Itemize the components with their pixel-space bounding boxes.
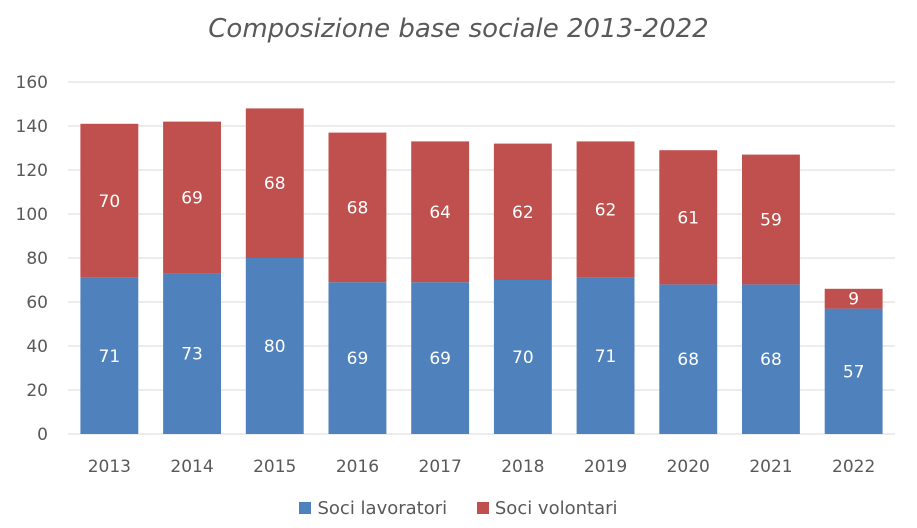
data-label-soci-lavoratori-2022: 57 (843, 362, 865, 382)
chart-title: Composizione base sociale 2013-2022 (208, 14, 709, 44)
x-tick-label-2014: 2014 (170, 457, 213, 477)
data-label-soci-volontari-2022: 9 (848, 290, 859, 310)
bar-soci-lavoratori-2019 (576, 277, 635, 434)
bar-soci-lavoratori-2013 (80, 277, 139, 434)
data-label-soci-lavoratori-2019: 71 (595, 347, 617, 367)
bar-soci-volontari-2016 (328, 132, 387, 283)
x-tick-label-2015: 2015 (253, 457, 296, 477)
bar-soci-volontari-2018 (493, 143, 552, 280)
y-tick-label-60: 60 (26, 293, 48, 313)
bar-soci-lavoratori-2020 (659, 284, 718, 434)
y-tick-label-0: 0 (37, 425, 48, 445)
bar-soci-lavoratori-2017 (411, 282, 470, 434)
data-label-soci-lavoratori-2020: 68 (677, 350, 699, 370)
legend-swatch-soci-lavoratori (299, 502, 312, 514)
data-label-soci-volontari-2016: 68 (347, 198, 369, 218)
bar-soci-lavoratori-2022 (824, 308, 883, 434)
legend-item-soci-lavoratori: Soci lavoratori (299, 498, 447, 519)
data-label-soci-lavoratori-2021: 68 (760, 350, 782, 370)
x-tick-label-2016: 2016 (336, 457, 379, 477)
bar-soci-lavoratori-2021 (742, 284, 800, 434)
bar-soci-volontari-2014 (163, 121, 221, 274)
bar-soci-volontari-2017 (411, 141, 470, 283)
y-tick-label-140: 140 (16, 117, 48, 137)
data-label-soci-lavoratori-2017: 69 (429, 349, 451, 369)
x-tick-label-2013: 2013 (88, 457, 131, 477)
data-label-soci-lavoratori-2015: 80 (264, 337, 286, 357)
data-label-soci-lavoratori-2014: 73 (181, 345, 203, 365)
x-tick-label-2017: 2017 (419, 457, 462, 477)
bar-soci-lavoratori-2015 (245, 258, 304, 434)
bar-soci-volontari-2020 (659, 150, 718, 285)
y-tick-label-40: 40 (26, 337, 48, 357)
bar-soci-volontari-2021 (742, 154, 800, 285)
y-tick-label-120: 120 (16, 161, 48, 181)
data-label-soci-lavoratori-2018: 70 (512, 348, 534, 368)
data-label-soci-lavoratori-2013: 71 (99, 347, 121, 367)
data-label-soci-volontari-2014: 69 (181, 189, 203, 209)
legend-label-soci-volontari: Soci volontari (494, 498, 618, 519)
y-tick-label-20: 20 (26, 381, 48, 401)
stacked-bar-chart: 0 20 40 60 80 100 120 140 160 71 70 2013 73 69 2014 80 6… (16, 73, 895, 477)
bar-soci-lavoratori-2016 (328, 282, 387, 434)
y-tick-label-80: 80 (26, 249, 48, 269)
y-tick-label-160: 160 (16, 73, 48, 93)
x-tick-label-2020: 2020 (667, 457, 710, 477)
bar-soci-volontari-2022 (824, 288, 883, 309)
bar-soci-volontari-2019 (576, 141, 635, 278)
data-label-soci-volontari-2019: 62 (595, 201, 617, 221)
x-tick-label-2022: 2022 (832, 457, 875, 477)
legend: Soci lavoratori Soci volontari (0, 498, 917, 519)
x-tick-label-2018: 2018 (501, 457, 544, 477)
bar-soci-lavoratori-2018 (493, 280, 552, 434)
legend-label-soci-lavoratori: Soci lavoratori (317, 498, 448, 519)
legend-item-soci-volontari: Soci volontari (476, 498, 618, 519)
bar-soci-volontari-2013 (80, 123, 139, 278)
bar-soci-volontari-2015 (245, 108, 304, 259)
data-label-soci-volontari-2021: 59 (760, 211, 782, 231)
data-label-soci-volontari-2017: 64 (429, 203, 451, 223)
data-label-soci-volontari-2015: 68 (264, 174, 286, 194)
x-tick-label-2019: 2019 (584, 457, 627, 477)
data-label-soci-volontari-2020: 61 (677, 208, 699, 228)
legend-swatch-soci-volontari (476, 502, 489, 514)
data-label-soci-volontari-2018: 62 (512, 203, 534, 223)
y-tick-label-100: 100 (16, 205, 48, 225)
data-label-soci-volontari-2013: 70 (99, 192, 121, 212)
data-label-soci-lavoratori-2016: 69 (347, 349, 369, 369)
bar-soci-lavoratori-2014 (163, 273, 221, 434)
x-tick-label-2021: 2021 (749, 457, 792, 477)
